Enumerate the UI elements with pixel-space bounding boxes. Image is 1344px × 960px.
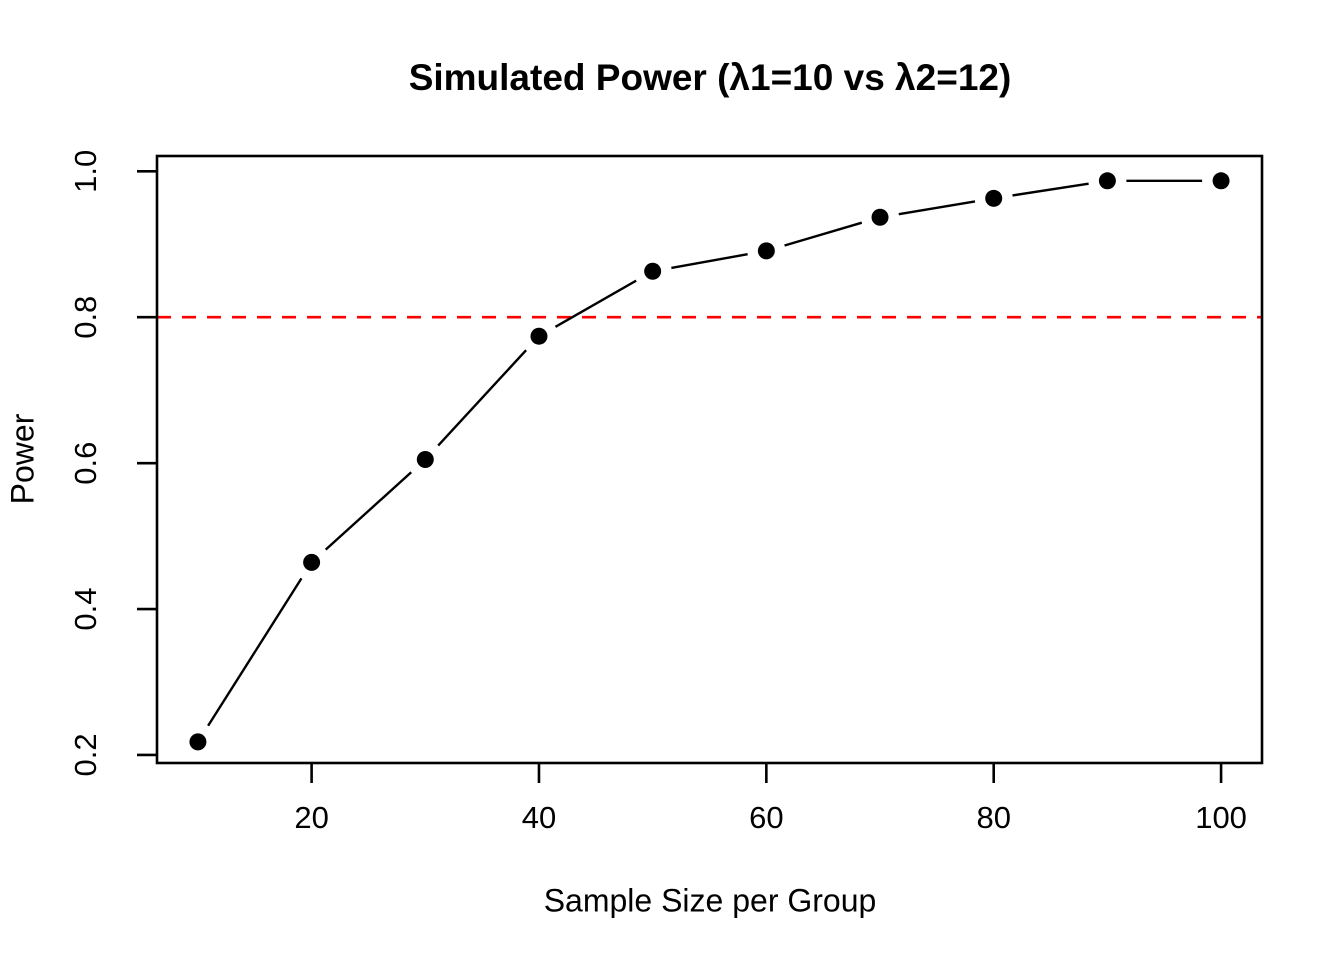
data-point	[644, 262, 662, 280]
x-axis-label: Sample Size per Group	[544, 882, 877, 918]
chart-title: Simulated Power (λ1=10 vs λ2=12)	[409, 57, 1012, 98]
y-axis-tick-label: 0.4	[68, 588, 103, 631]
data-point	[1098, 172, 1116, 190]
series-line-segment	[437, 349, 527, 447]
x-axis-tick-label: 20	[294, 800, 328, 835]
data-point	[530, 327, 548, 345]
series-line-segment	[784, 221, 863, 247]
x-axis-tick-label: 40	[522, 800, 556, 835]
y-axis-tick-label: 0.8	[68, 296, 103, 339]
x-axis-tick-label: 60	[749, 800, 783, 835]
data-point	[757, 242, 775, 260]
y-axis-tick-label: 1.0	[68, 150, 103, 193]
plot-area: 20 40 60 80 100 0.2 0.4 0.6 0.8 1.0	[68, 150, 1264, 835]
series-line-segment	[671, 253, 748, 270]
series-line-segment	[898, 200, 976, 216]
x-axis-tick-label: 80	[976, 800, 1010, 835]
y-axis-tick-label: 0.2	[68, 733, 103, 776]
data-point	[1212, 172, 1230, 190]
data-point	[416, 451, 434, 468]
data-point	[985, 189, 1003, 207]
data-point	[871, 208, 889, 226]
series-line-segment	[1012, 182, 1089, 197]
series-line-segment	[207, 577, 303, 727]
data-point	[303, 553, 321, 571]
plot-box-border	[155, 154, 1264, 765]
series-line-segment	[324, 471, 413, 551]
data-point	[189, 733, 207, 751]
y-axis-label: Power	[4, 413, 40, 504]
series-line-segment	[554, 279, 637, 328]
y-axis-tick-label: 0.6	[68, 442, 103, 485]
x-axis-tick-label: 100	[1195, 800, 1247, 835]
